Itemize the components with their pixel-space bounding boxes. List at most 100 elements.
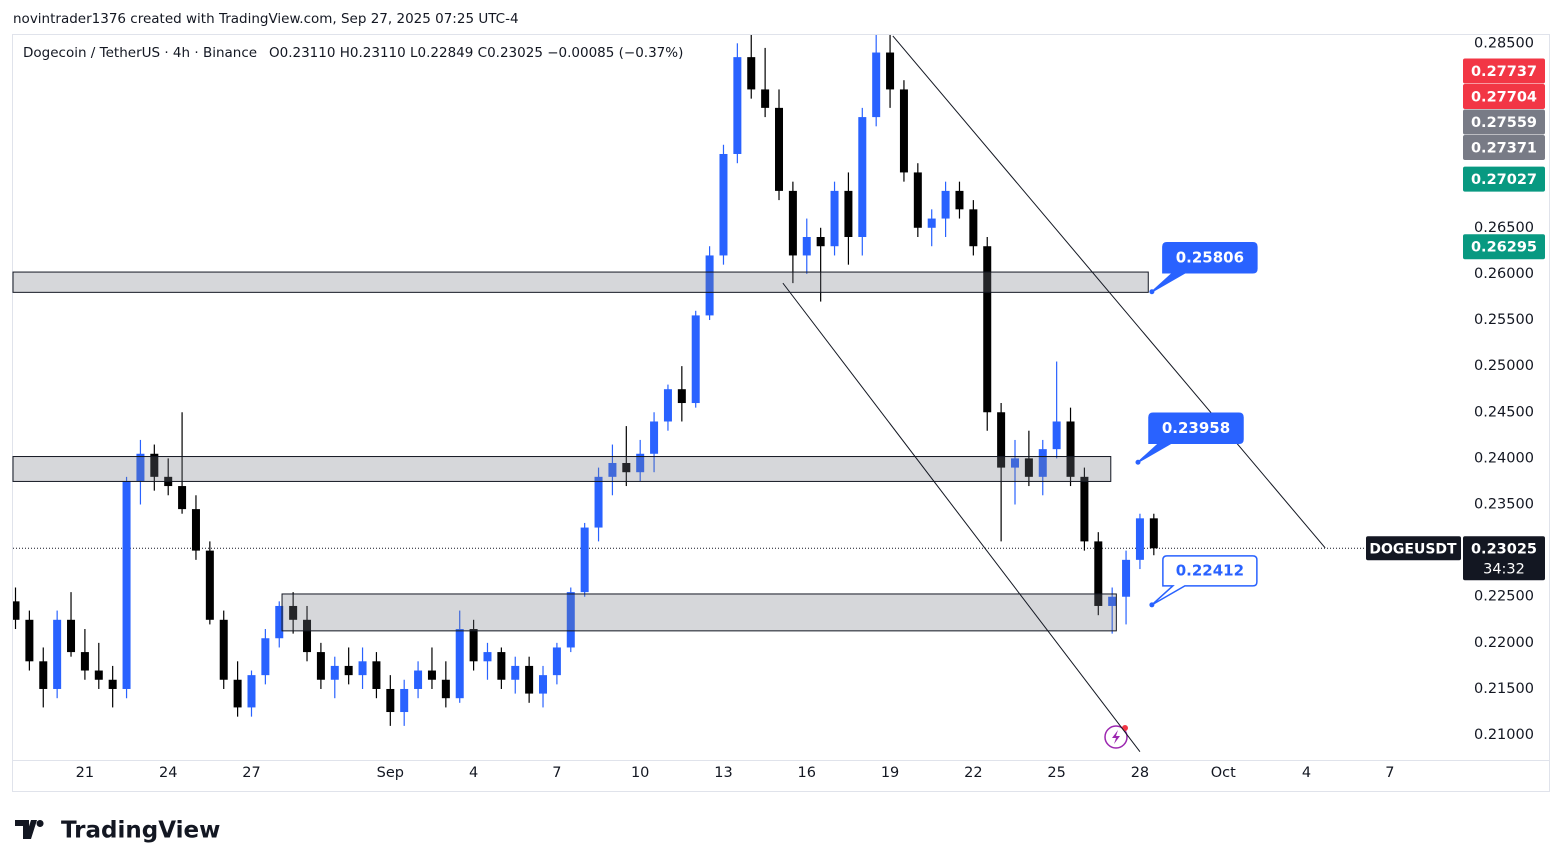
candle-body [927,218,936,228]
candle-body [886,52,895,90]
candle-body [67,619,76,653]
candle-body [303,619,312,653]
callout-anchor [1149,289,1155,295]
chart-title: Dogecoin / TetherUS · 4h · Binance [23,45,257,61]
candle-body [899,89,908,173]
candle-body [316,652,325,680]
price-label: 0.27027 [1471,172,1537,188]
price-label-bg [1463,58,1545,84]
price-label-bg [1463,234,1545,260]
candle-body [219,619,228,680]
price-label: 0.26295 [1471,240,1537,256]
candle-body [691,315,700,404]
price-label: 0.27704 [1471,89,1537,105]
y-tick-label: 0.21000 [1474,727,1534,743]
candle-body [775,107,784,191]
candle-body [872,52,881,118]
candle-body [650,421,659,454]
zone [281,593,1117,632]
candle-body [983,246,992,413]
candle-body [663,389,672,422]
candle-body [483,652,492,662]
candle-body [275,605,284,639]
x-tick-label: 7 [1385,765,1394,781]
candle-body [719,153,728,256]
candle-body [80,652,89,671]
callout-label: 0.22412 [1176,561,1244,579]
candle-body [969,209,978,247]
x-tick-label: Sep [377,765,404,781]
y-tick-label: 0.24500 [1474,404,1534,420]
countdown: 34:32 [1483,561,1525,577]
candle-body [441,679,450,699]
y-tick-label: 0.25000 [1474,358,1534,374]
candle-body [150,453,159,477]
ohlc: O0.23110 H0.23110 L0.22849 C0.23025 −0.0… [269,45,683,61]
candle-body [1122,559,1131,597]
candle-body [39,661,48,689]
candle-body [747,57,756,90]
candle-body [1135,518,1144,560]
candle-body [136,453,145,482]
candle-body [844,190,853,238]
candle-body [469,629,478,662]
candle-body [25,619,34,662]
y-tick-label: 0.23500 [1474,496,1534,512]
candle-body [761,89,770,108]
last-price-bg [1463,536,1545,581]
candle-body [552,647,561,676]
logo-text: TradingView [61,818,220,844]
candle-body [53,619,62,689]
price-label-bg [1463,83,1545,109]
candle-body [580,527,589,593]
pane-border [12,34,1550,792]
candle-body [1149,518,1158,549]
x-tick-label: 27 [242,765,260,781]
x-tick-label: 24 [159,765,177,781]
candle-body [733,57,742,154]
candle-body [608,462,617,477]
candle-body [816,237,825,247]
price-label-bg [1463,166,1545,192]
candle-body [414,670,423,689]
trend-line [782,282,1141,753]
candle-body [344,665,353,676]
y-tick-label: 0.26000 [1474,266,1534,282]
candle-body [941,190,950,219]
x-tick-label: 22 [964,765,982,781]
y-tick-label: 0.22000 [1474,635,1534,651]
trend-line [892,35,1326,549]
y-tick-label: 0.21500 [1474,681,1534,697]
candle-body [13,601,20,620]
x-tick-label: 16 [798,765,816,781]
candle-body [330,665,339,680]
zone [12,271,1149,293]
candle-body [539,675,548,694]
candle-body [386,688,395,713]
watermark: novintrader1376 created with TradingView… [13,11,519,27]
price-label: 0.27559 [1471,115,1537,131]
candle-body [1024,458,1033,477]
x-tick-label: 19 [881,765,899,781]
candle-body [1052,421,1061,450]
x-tick-label: Oct [1211,765,1236,781]
price-label-bg [1463,134,1545,160]
candle-body [566,592,575,648]
candle-body [358,661,367,676]
x-tick-label: 4 [469,765,478,781]
y-tick-label: 0.22500 [1474,589,1534,605]
callout-box [1137,412,1244,463]
callout-box [1151,242,1258,293]
x-tick-label: 13 [714,765,732,781]
callout-label: 0.25806 [1176,248,1244,266]
candle-body [594,476,603,528]
y-tick-label: 0.28500 [1474,35,1534,51]
y-tick-label: 0.24000 [1474,450,1534,466]
last-price-label: 0.23025 [1471,541,1537,557]
candle-body [455,629,464,699]
candle-body [289,605,298,620]
y-tick-label: 0.26500 [1474,220,1534,236]
candle-body [997,412,1006,468]
candle-body [788,190,797,256]
x-tick-label: 10 [631,765,649,781]
